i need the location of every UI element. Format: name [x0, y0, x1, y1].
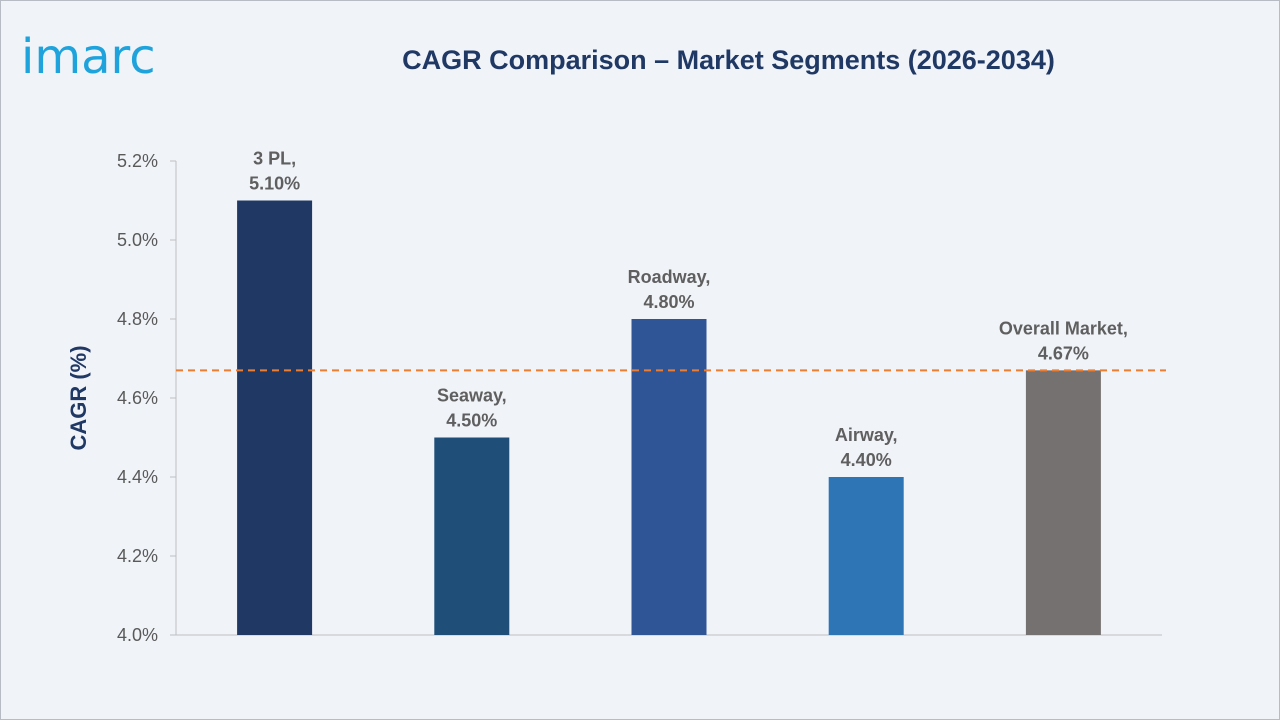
chart-title: CAGR Comparison – Market Segments (2026-…: [402, 45, 1055, 75]
bar-3-pl: [237, 200, 313, 635]
y-axis-title: CAGR (%): [66, 345, 91, 450]
y-tick-label: 4.4%: [117, 467, 158, 487]
bar-seaway: [434, 437, 510, 635]
y-tick-label: 4.2%: [117, 546, 158, 566]
bar-airway: [828, 477, 904, 635]
bar-category-label: Airway,: [835, 425, 898, 445]
bar-value-label: 4.50%: [446, 411, 497, 431]
bar-category-label: Overall Market,: [999, 318, 1128, 338]
imarc-logo: imarc: [21, 29, 156, 85]
bar-overall-market: [1025, 370, 1101, 635]
bar-category-label: Roadway,: [628, 267, 711, 287]
bar-value-label: 4.40%: [841, 450, 892, 470]
bar-category-label: Seaway,: [437, 386, 507, 406]
bar-value-label: 4.80%: [643, 292, 694, 312]
logo-text: imarc: [21, 29, 156, 85]
y-tick-label: 4.0%: [117, 625, 158, 645]
y-tick-label: 5.2%: [117, 151, 158, 171]
bar-roadway: [631, 319, 707, 635]
y-tick-label: 4.8%: [117, 309, 158, 329]
bar-value-label: 4.67%: [1038, 343, 1089, 363]
bar-value-label: 5.10%: [249, 174, 300, 194]
bar-category-label: 3 PL,: [253, 149, 296, 169]
y-tick-label: 4.6%: [117, 388, 158, 408]
y-tick-label: 5.0%: [117, 230, 158, 250]
